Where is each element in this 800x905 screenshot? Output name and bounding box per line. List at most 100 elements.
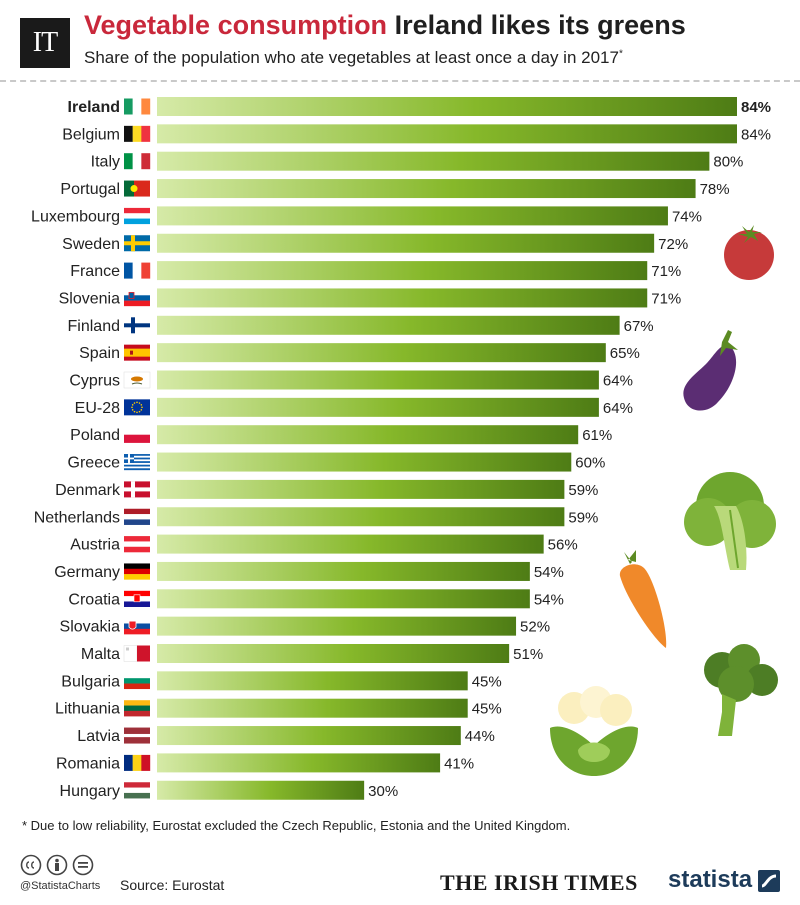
bar (157, 753, 441, 773)
subtitle-text: Share of the population who ate vegetabl… (84, 48, 619, 67)
sweden-flag (124, 235, 150, 252)
category-label: Bulgaria (61, 673, 120, 690)
greece-flag (124, 454, 150, 471)
category-label: Romania (56, 755, 120, 772)
category-label: Spain (79, 345, 120, 362)
bar (157, 261, 648, 281)
bar-row-italy: Italy 80% (91, 151, 743, 171)
category-label: Lithuania (55, 701, 120, 718)
value-label: 78% (700, 181, 730, 198)
bar (157, 616, 517, 636)
category-label: Slovakia (60, 619, 121, 636)
bar (157, 288, 648, 308)
eggplant-icon (683, 330, 738, 411)
category-label: Finland (68, 318, 120, 335)
bar-row-hungary: Hungary 30% (60, 780, 398, 800)
bar-row-bulgaria: Bulgaria 45% (61, 671, 502, 691)
value-label: 59% (568, 482, 598, 499)
category-label: Germany (54, 564, 120, 581)
bar-row-cyprus: Cyprus 64% (69, 370, 633, 390)
portugal-flag (124, 180, 150, 197)
bar (157, 589, 530, 609)
category-label: Hungary (60, 783, 120, 800)
value-label: 44% (465, 728, 495, 745)
cauliflower-icon (550, 686, 638, 776)
belgium-flag (124, 125, 151, 142)
cyprus-flag (123, 371, 151, 389)
value-label: 41% (444, 755, 474, 772)
bar-row-spain: Spain 65% (79, 343, 640, 363)
france-flag (124, 262, 151, 279)
bar (157, 97, 737, 116)
category-label: Luxembourg (31, 208, 120, 225)
bar-row-austria: Austria 56% (70, 534, 578, 554)
bar (157, 315, 620, 335)
category-label: Greece (68, 455, 121, 472)
ireland-flag (124, 98, 151, 115)
germany-flag (124, 563, 150, 580)
bar-row-romania: Romania 41% (56, 753, 474, 773)
bar-row-greece: Greece 60% (68, 452, 605, 472)
bar-row-slovakia: Slovakia 52% (60, 616, 550, 636)
value-label: 56% (548, 537, 578, 554)
malta-flag (123, 645, 150, 662)
bar (157, 397, 599, 417)
lithuania-flag (124, 700, 150, 717)
bar-row-latvia: Latvia 44% (77, 726, 495, 746)
broccoli-icon (704, 644, 778, 736)
italy-flag (124, 153, 151, 170)
bar-row-ireland: Ireland 84% (68, 97, 771, 116)
bar (157, 698, 468, 718)
bar-row-denmark: Denmark 59% (55, 479, 598, 499)
value-label: 54% (534, 564, 564, 581)
bar-row-belgium: Belgium 84% (62, 124, 771, 144)
bar-row-netherlands: Netherlands 59% (34, 507, 598, 527)
category-label: Ireland (68, 99, 120, 116)
bulgaria-flag (124, 672, 150, 690)
netherlands-flag (124, 508, 150, 525)
value-label: 65% (610, 345, 640, 362)
value-label: 80% (713, 154, 743, 171)
category-label: Portugal (60, 181, 120, 198)
value-label: 59% (568, 509, 598, 526)
hungary-flag (124, 782, 150, 799)
value-label: 60% (575, 455, 605, 472)
slovakia-flag (124, 618, 150, 635)
statista-logo: statista (668, 866, 753, 893)
value-label: 72% (658, 236, 688, 253)
value-label: 64% (603, 373, 633, 390)
tomato-icon (724, 225, 774, 280)
bar (157, 206, 668, 226)
value-label: 67% (624, 318, 654, 335)
chart-subtitle: Share of the population who ate vegetabl… (84, 48, 623, 68)
bar (157, 233, 655, 253)
bar (157, 452, 572, 472)
bar-row-slovenia: Slovenia 71% (59, 288, 681, 308)
value-label: 45% (472, 701, 502, 718)
finland-flag (124, 317, 150, 334)
statista-mark-icon (758, 870, 780, 892)
bar (157, 179, 696, 199)
statista-handle: @StatistaCharts (20, 880, 101, 892)
bar (157, 671, 468, 691)
bar-row-croatia: Croatia 54% (68, 589, 564, 609)
bar (157, 370, 599, 390)
subtitle-footnote-mark: * (618, 48, 623, 60)
bar (157, 534, 544, 554)
bar (157, 343, 606, 363)
value-label: 74% (672, 208, 702, 225)
category-label: Austria (70, 537, 120, 554)
bar-row-germany: Germany 54% (54, 561, 564, 581)
irish-times-logo: IT (20, 18, 70, 68)
category-label: Sweden (62, 236, 120, 253)
category-label: Croatia (68, 591, 120, 608)
lettuce-icon (684, 472, 776, 570)
bar (157, 780, 365, 800)
bar-row-poland: Poland 61% (70, 425, 612, 445)
value-label: 84% (741, 99, 771, 116)
bar (157, 507, 565, 527)
title-rest: Ireland likes its greens (394, 10, 686, 40)
title-highlight: Vegetable consumption (84, 10, 388, 40)
bar-row-lithuania: Lithuania 45% (55, 698, 502, 718)
value-label: 84% (741, 126, 771, 143)
